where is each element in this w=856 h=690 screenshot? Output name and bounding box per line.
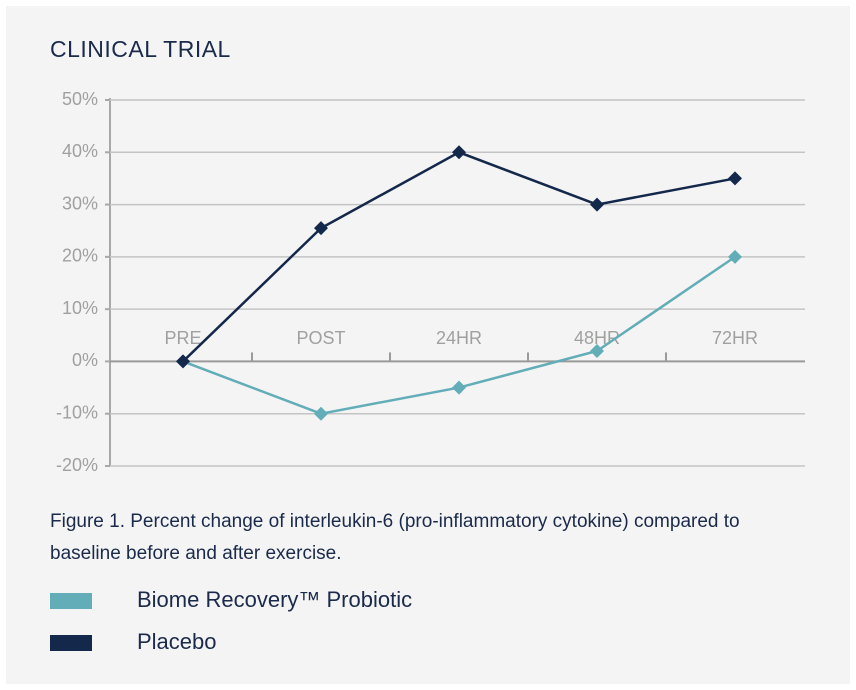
point — [314, 406, 328, 421]
y-tick-label: -10% — [56, 402, 98, 422]
y-tick-label: 40% — [62, 141, 98, 161]
y-tick-label: 30% — [62, 193, 98, 213]
x-tick-label: 72HR — [712, 328, 758, 348]
y-tick-label: 20% — [62, 246, 98, 266]
point — [590, 197, 604, 212]
point — [728, 171, 742, 186]
point — [452, 145, 466, 160]
point — [314, 221, 328, 236]
point — [590, 343, 604, 358]
legend-label: Biome Recovery™ Probiotic — [137, 587, 412, 612]
x-tick-label: 24HR — [436, 328, 482, 348]
y-tick-label: -20% — [56, 455, 98, 475]
point — [728, 249, 742, 264]
point — [176, 354, 190, 369]
y-tick-label: 10% — [62, 298, 98, 318]
caption: Figure 1. Percent change of interleukin-… — [50, 511, 740, 564]
legend-swatch — [50, 593, 92, 609]
point — [452, 380, 466, 395]
legend-label: Placebo — [137, 629, 217, 654]
y-tick-label: 50% — [62, 89, 98, 109]
y-tick-label: 0% — [72, 350, 98, 370]
legend-swatch — [50, 635, 92, 651]
chart-title: CLINICAL TRIAL — [50, 36, 231, 62]
x-tick-label: PRE — [164, 328, 201, 348]
panel — [6, 6, 850, 684]
x-tick-label: POST — [296, 328, 345, 348]
